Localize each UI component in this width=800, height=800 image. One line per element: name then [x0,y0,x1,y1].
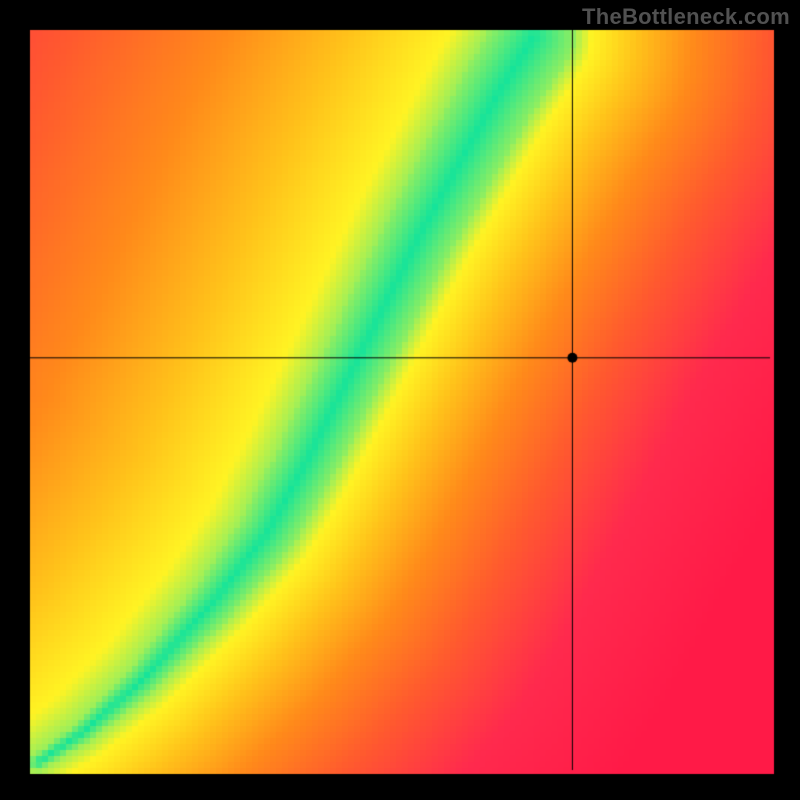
watermark-text: TheBottleneck.com [582,4,790,30]
chart-container: TheBottleneck.com [0,0,800,800]
heatmap-canvas [0,0,800,800]
